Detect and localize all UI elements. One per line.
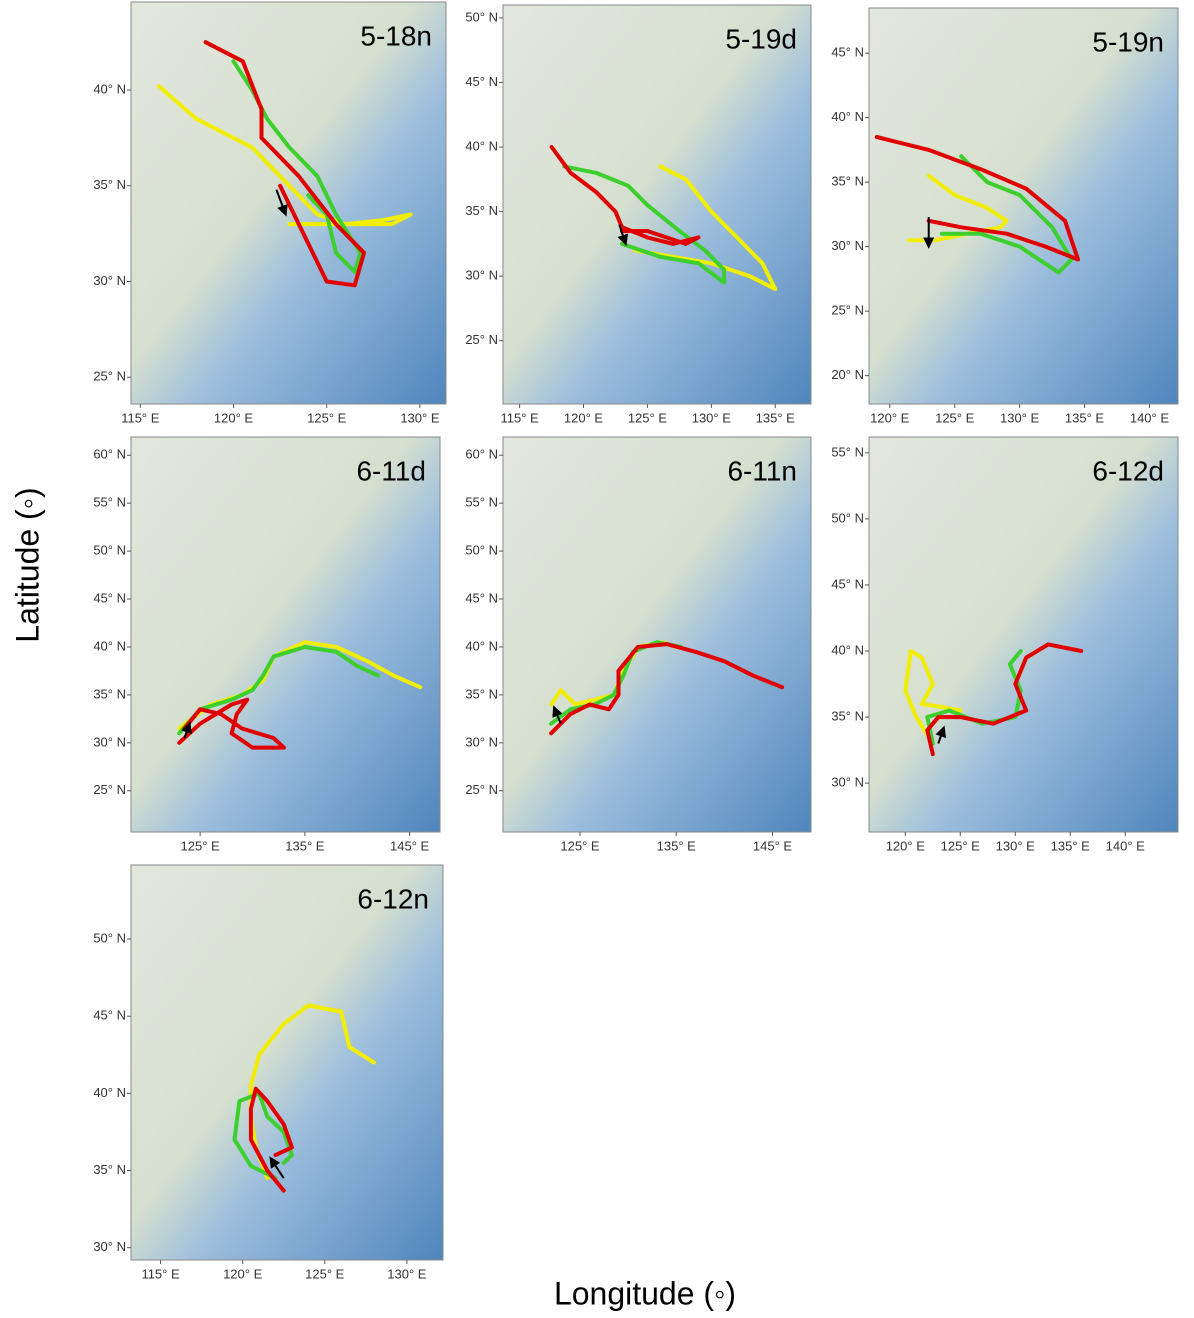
map-background	[503, 437, 811, 832]
y-tick-label: 35° N	[465, 686, 498, 701]
y-tick-label: 25° N	[465, 332, 498, 347]
y-tick-label: 45° N	[465, 590, 498, 605]
y-tick-label: 35° N	[93, 1162, 126, 1177]
map-background	[131, 437, 440, 832]
y-tick-label: 40° N	[831, 642, 864, 657]
y-tick-label: 25° N	[465, 782, 498, 797]
x-tick-label: 125° E	[305, 1266, 345, 1281]
y-tick-label: 45° N	[93, 1008, 126, 1023]
x-tick-label: 125° E	[560, 838, 600, 853]
y-tick-label: 45° N	[93, 590, 126, 605]
panel-title: 5-19n	[1092, 26, 1164, 57]
map-panel: 115° E 120° E 125° E 130° E 30° N 35° N 40° N 4…	[93, 865, 443, 1281]
x-tick-label: 125° E	[307, 410, 347, 425]
x-tick-label: 120° E	[564, 410, 604, 425]
y-tick-label: 50° N	[465, 543, 498, 558]
x-tick-label: 135° E	[657, 838, 697, 853]
y-tick-label: 30° N	[93, 1239, 126, 1254]
x-tick-label: 140° E	[1106, 838, 1146, 853]
x-tick-label: 120° E	[214, 410, 254, 425]
x-tick-label: 125° E	[935, 410, 975, 425]
y-tick-label: 40° N	[93, 81, 126, 96]
x-tick-label: 135° E	[756, 410, 796, 425]
x-tick-label: 135° E	[1065, 410, 1105, 425]
panel-title: 6-12d	[1092, 455, 1164, 486]
y-tick-label: 50° N	[465, 9, 498, 24]
map-background	[869, 437, 1178, 832]
y-tick-label: 40° N	[465, 138, 498, 153]
panel-title: 6-12n	[357, 883, 429, 914]
map-panel: 120° E 125° E 130° E 135° E 140° E 30° N 35° N…	[831, 437, 1178, 853]
y-tick-label: 40° N	[465, 638, 498, 653]
x-tick-label: 120° E	[886, 838, 926, 853]
x-tick-label: 115° E	[141, 1266, 180, 1281]
panel-title: 5-18n	[360, 20, 432, 51]
y-tick-label: 60° N	[465, 447, 498, 462]
x-tick-label: 130° E	[400, 410, 440, 425]
y-tick-label: 40° N	[93, 1085, 126, 1100]
y-tick-label: 35° N	[831, 174, 864, 189]
x-tick-label: 125° E	[941, 838, 981, 853]
y-tick-label: 45° N	[831, 45, 864, 60]
map-panel: 115° E 120° E 125° E 130° E 25° N 30° N 35° N 4…	[93, 2, 446, 425]
y-tick-label: 35° N	[93, 686, 126, 701]
y-tick-label: 20° N	[831, 367, 864, 382]
y-tick-label: 50° N	[93, 931, 126, 946]
y-tick-label: 50° N	[93, 543, 126, 558]
x-tick-label: 145° E	[390, 838, 430, 853]
y-tick-label: 30° N	[831, 775, 864, 790]
y-tick-label: 50° N	[831, 510, 864, 525]
y-tick-label: 55° N	[465, 495, 498, 510]
y-tick-label: 40° N	[831, 109, 864, 124]
x-tick-label: 130° E	[1000, 410, 1040, 425]
x-tick-label: 115° E	[121, 410, 160, 425]
map-panel: 115° E 120° E 125° E 130° E 135° E 25° N 30° N…	[465, 5, 811, 425]
x-tick-label: 140° E	[1130, 410, 1170, 425]
y-tick-label: 25° N	[93, 369, 126, 384]
y-axis-title: Latitude (◦)	[9, 487, 45, 642]
x-tick-label: 125° E	[628, 410, 668, 425]
x-tick-label: 115° E	[501, 410, 540, 425]
y-tick-label: 30° N	[465, 268, 498, 283]
y-tick-label: 30° N	[93, 734, 126, 749]
x-axis-title: Longitude (◦)	[554, 1275, 736, 1311]
y-tick-label: 55° N	[93, 495, 126, 510]
map-panel: 125° E 135° E 145° E 25° N 30° N 35° N 40° N 45…	[465, 437, 811, 853]
x-tick-label: 135° E	[285, 838, 325, 853]
y-tick-label: 30° N	[465, 734, 498, 749]
y-tick-label: 60° N	[93, 447, 126, 462]
x-tick-label: 145° E	[753, 838, 793, 853]
map-background	[503, 5, 811, 404]
x-tick-label: 120° E	[223, 1266, 263, 1281]
y-tick-label: 35° N	[831, 709, 864, 724]
y-tick-label: 30° N	[93, 273, 126, 288]
y-tick-label: 45° N	[465, 74, 498, 89]
y-tick-label: 35° N	[93, 177, 126, 192]
map-background	[869, 8, 1178, 404]
figure: Latitude (◦) Longitude (◦) 115° E120° E1…	[0, 0, 1194, 1318]
panel-title: 6-11n	[727, 455, 797, 486]
y-tick-label: 55° N	[831, 444, 864, 459]
map-panel: 125° E 135° E 145° E 25° N 30° N 35° N 40° N 45…	[93, 437, 440, 853]
x-tick-label: 120° E	[870, 410, 910, 425]
y-tick-label: 25° N	[93, 782, 126, 797]
map-background	[131, 865, 443, 1260]
x-tick-label: 130° E	[692, 410, 732, 425]
y-tick-label: 45° N	[831, 576, 864, 591]
y-tick-label: 35° N	[465, 203, 498, 218]
x-tick-label: 135° E	[1051, 838, 1091, 853]
x-tick-label: 125° E	[181, 838, 221, 853]
panel-title: 5-19d	[725, 23, 797, 54]
y-tick-label: 25° N	[831, 303, 864, 318]
y-tick-label: 40° N	[93, 638, 126, 653]
x-tick-label: 130° E	[996, 838, 1036, 853]
map-panel: 120° E 125° E 130° E 135° E 140° E 20° N 25° N…	[831, 8, 1178, 425]
y-tick-label: 30° N	[831, 238, 864, 253]
x-tick-label: 130° E	[387, 1266, 427, 1281]
panel-title: 6-11d	[356, 455, 426, 486]
